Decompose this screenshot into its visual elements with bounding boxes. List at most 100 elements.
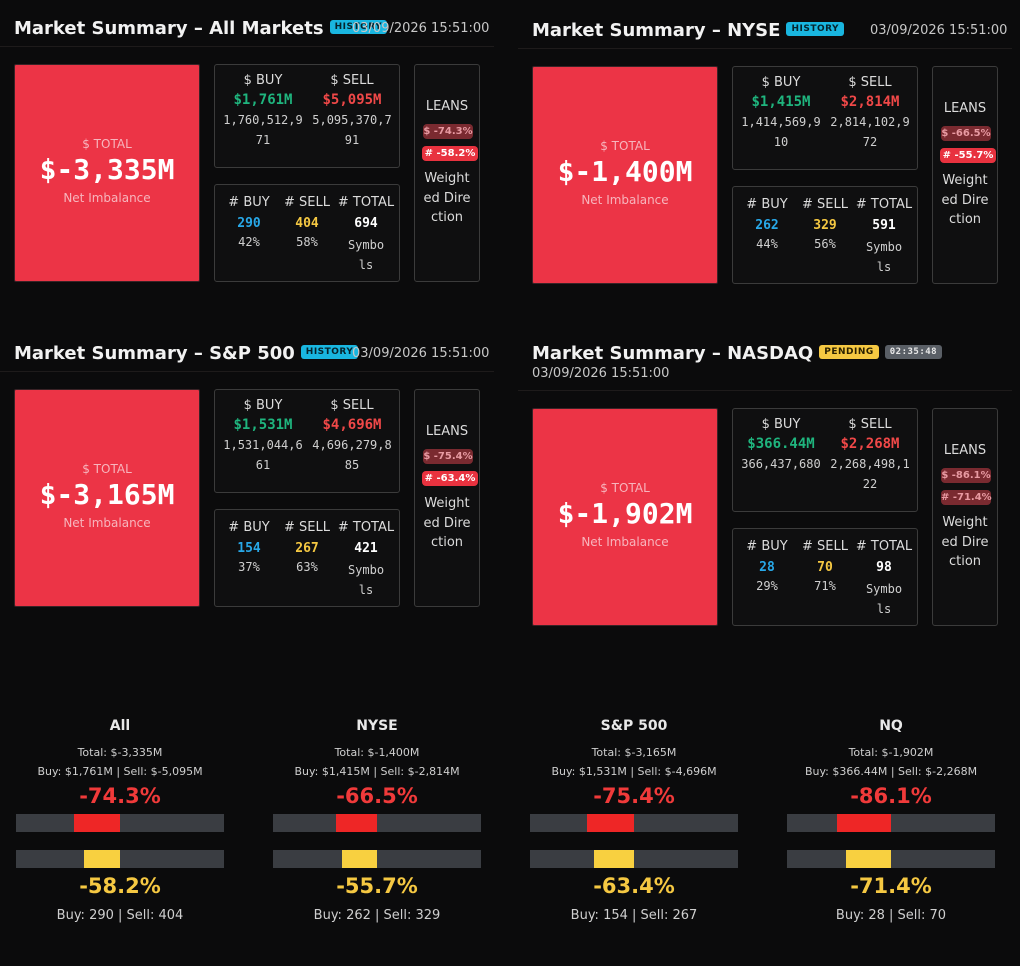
- divider: [0, 371, 494, 372]
- count-lean-fill: [846, 850, 891, 868]
- dollar-sell-value: $5,095M: [322, 92, 382, 108]
- net-imbalance-card: $ TOTAL $-1,902M Net Imbalance: [532, 408, 718, 626]
- total-value: $-3,335M: [39, 153, 175, 186]
- symbols-label: Symbols: [865, 582, 903, 616]
- market-total: Total: $-3,165M: [591, 746, 677, 759]
- leans-label: LEANS: [425, 424, 469, 439]
- count-buy-label: # BUY: [228, 520, 270, 535]
- symbol-count-card: # BUY 28 29% # SELL 70 71% # TOTAL 98 Sy…: [732, 528, 918, 626]
- panel-title-text: Market Summary – NASDAQ: [532, 343, 814, 364]
- panel-title: Market Summary – All Markets HISTORY: [14, 18, 388, 39]
- dollar-buy-value: $366.44M: [747, 436, 815, 452]
- market-total: Total: $-1,902M: [848, 746, 934, 759]
- panel-title: Market Summary – NASDAQ PENDING 02:35:48: [532, 343, 943, 364]
- count-sell-value: 70: [817, 560, 833, 575]
- count-buy-pct: 44%: [756, 237, 778, 251]
- market-buy-sell: Buy: $366.44M | Sell: $-2,268M: [804, 765, 978, 778]
- lean-dollar-badge: $ -86.1%: [941, 468, 991, 483]
- net-imbalance-card: $ TOTAL $-3,335M Net Imbalance: [14, 64, 200, 282]
- dollar-sell-value: $4,696M: [322, 417, 382, 433]
- panel-sp500: Market Summary – S&P 500 HISTORY 03/09/20…: [0, 343, 508, 643]
- dollar-buy-label: $ BUY: [243, 73, 283, 88]
- countdown-timer-badge: 02:35:48: [884, 345, 943, 359]
- count-total-label: # TOTAL: [337, 195, 395, 210]
- weighted-direction-label: Weighted Direction: [423, 171, 471, 225]
- panel-title: Market Summary – NYSE HISTORY: [532, 20, 845, 41]
- count-buy-value: 290: [237, 216, 261, 231]
- count-total-value: 98: [876, 560, 892, 575]
- total-label: $ TOTAL: [82, 462, 132, 476]
- symbols-label: Symbols: [347, 563, 385, 597]
- weighted-direction-label: Weighted Direction: [941, 173, 989, 227]
- net-imbalance-label: Net Imbalance: [581, 535, 669, 549]
- divider: [0, 46, 494, 47]
- market-counts: Buy: 290 | Sell: 404: [56, 908, 184, 923]
- lean-count-badge: # -58.2%: [422, 146, 478, 161]
- leans-card: LEANS $ -75.4% # -63.4% Weighted Directi…: [414, 389, 480, 607]
- count-buy-label: # BUY: [746, 197, 788, 212]
- history-badge[interactable]: HISTORY: [300, 345, 359, 359]
- panel-nasdaq: Market Summary – NASDAQ PENDING 02:35:48 0…: [518, 343, 1020, 633]
- net-imbalance-label: Net Imbalance: [63, 516, 151, 530]
- dollar-sell-raw: 2,268,498,122: [830, 457, 910, 491]
- market-name: NQ: [879, 718, 903, 734]
- dollar-buy-value: $1,761M: [233, 92, 293, 108]
- market-counts: Buy: 154 | Sell: 267: [570, 908, 698, 923]
- count-sell-label: # SELL: [802, 197, 848, 212]
- symbols-label: Symbols: [347, 238, 385, 272]
- total-label: $ TOTAL: [600, 139, 650, 153]
- market-total: Total: $-1,400M: [334, 746, 420, 759]
- leans-card: LEANS $ -86.1% # -71.4% Weighted Directi…: [932, 408, 998, 626]
- dollar-lean-bar: [787, 814, 995, 832]
- weighted-direction-label: Weighted Direction: [941, 515, 989, 569]
- dollar-lean-bar: [530, 814, 738, 832]
- dollar-volume-card: $ BUY $1,761M 1,760,512,971 $ SELL $5,09…: [214, 64, 400, 168]
- dollar-buy-raw: 1,760,512,971: [223, 113, 303, 147]
- lean-dollar-badge: $ -74.3%: [423, 124, 473, 139]
- dollar-buy-value: $1,531M: [233, 417, 293, 433]
- panel-nyse: Market Summary – NYSE HISTORY 03/09/2026 …: [518, 20, 1020, 320]
- count-lean-bar: [16, 850, 224, 868]
- count-lean-fill: [594, 850, 634, 868]
- count-lean-pct: -63.4%: [593, 874, 675, 898]
- dollar-buy-raw: 1,531,044,661: [223, 438, 303, 472]
- dollar-lean-pct: -86.1%: [850, 784, 932, 808]
- panel-timestamp: 03/09/2026 15:51:00: [532, 366, 670, 381]
- net-imbalance-label: Net Imbalance: [581, 193, 669, 207]
- dollar-sell-label: $ SELL: [330, 73, 374, 88]
- count-sell-label: # SELL: [802, 539, 848, 554]
- panel-timestamp: 03/09/2026 15:51:00: [352, 346, 490, 361]
- net-imbalance-card: $ TOTAL $-3,165M Net Imbalance: [14, 389, 200, 607]
- symbol-count-card: # BUY 262 44% # SELL 329 56% # TOTAL 591…: [732, 186, 918, 284]
- market-buy-sell: Buy: $1,415M | Sell: $-2,814M: [294, 765, 460, 778]
- history-badge[interactable]: HISTORY: [329, 20, 388, 34]
- market-buy-sell: Buy: $1,761M | Sell: $-5,095M: [37, 765, 203, 778]
- dollar-lean-bar: [273, 814, 481, 832]
- count-lean-pct: -58.2%: [79, 874, 161, 898]
- panel-title-text: Market Summary – NYSE: [532, 20, 781, 41]
- history-badge[interactable]: HISTORY: [786, 22, 845, 36]
- market-counts: Buy: 262 | Sell: 329: [313, 908, 441, 923]
- leans-label: LEANS: [943, 101, 987, 116]
- dollar-sell-label: $ SELL: [848, 417, 892, 432]
- leans-card: LEANS $ -74.3% # -58.2% Weighted Directi…: [414, 64, 480, 282]
- dollar-sell-value: $2,268M: [840, 436, 900, 452]
- panel-title: Market Summary – S&P 500 HISTORY: [14, 343, 359, 364]
- count-buy-value: 28: [759, 560, 775, 575]
- dollar-sell-value: $2,814M: [840, 94, 900, 110]
- count-sell-pct: 56%: [814, 237, 836, 251]
- panel-title-text: Market Summary – S&P 500: [14, 343, 295, 364]
- count-buy-label: # BUY: [228, 195, 270, 210]
- count-sell-value: 267: [295, 541, 319, 556]
- dollar-lean-pct: -74.3%: [79, 784, 161, 808]
- divider: [518, 48, 1012, 49]
- lean-count-badge: # -63.4%: [422, 471, 478, 486]
- dollar-buy-label: $ BUY: [761, 75, 801, 90]
- pending-badge[interactable]: PENDING: [819, 345, 879, 359]
- net-imbalance-label: Net Imbalance: [63, 191, 151, 205]
- count-total-value: 694: [354, 216, 378, 231]
- dollar-lean-fill: [73, 814, 120, 832]
- dollar-lean-pct: -66.5%: [336, 784, 418, 808]
- count-buy-pct: 42%: [238, 235, 260, 249]
- total-label: $ TOTAL: [600, 481, 650, 495]
